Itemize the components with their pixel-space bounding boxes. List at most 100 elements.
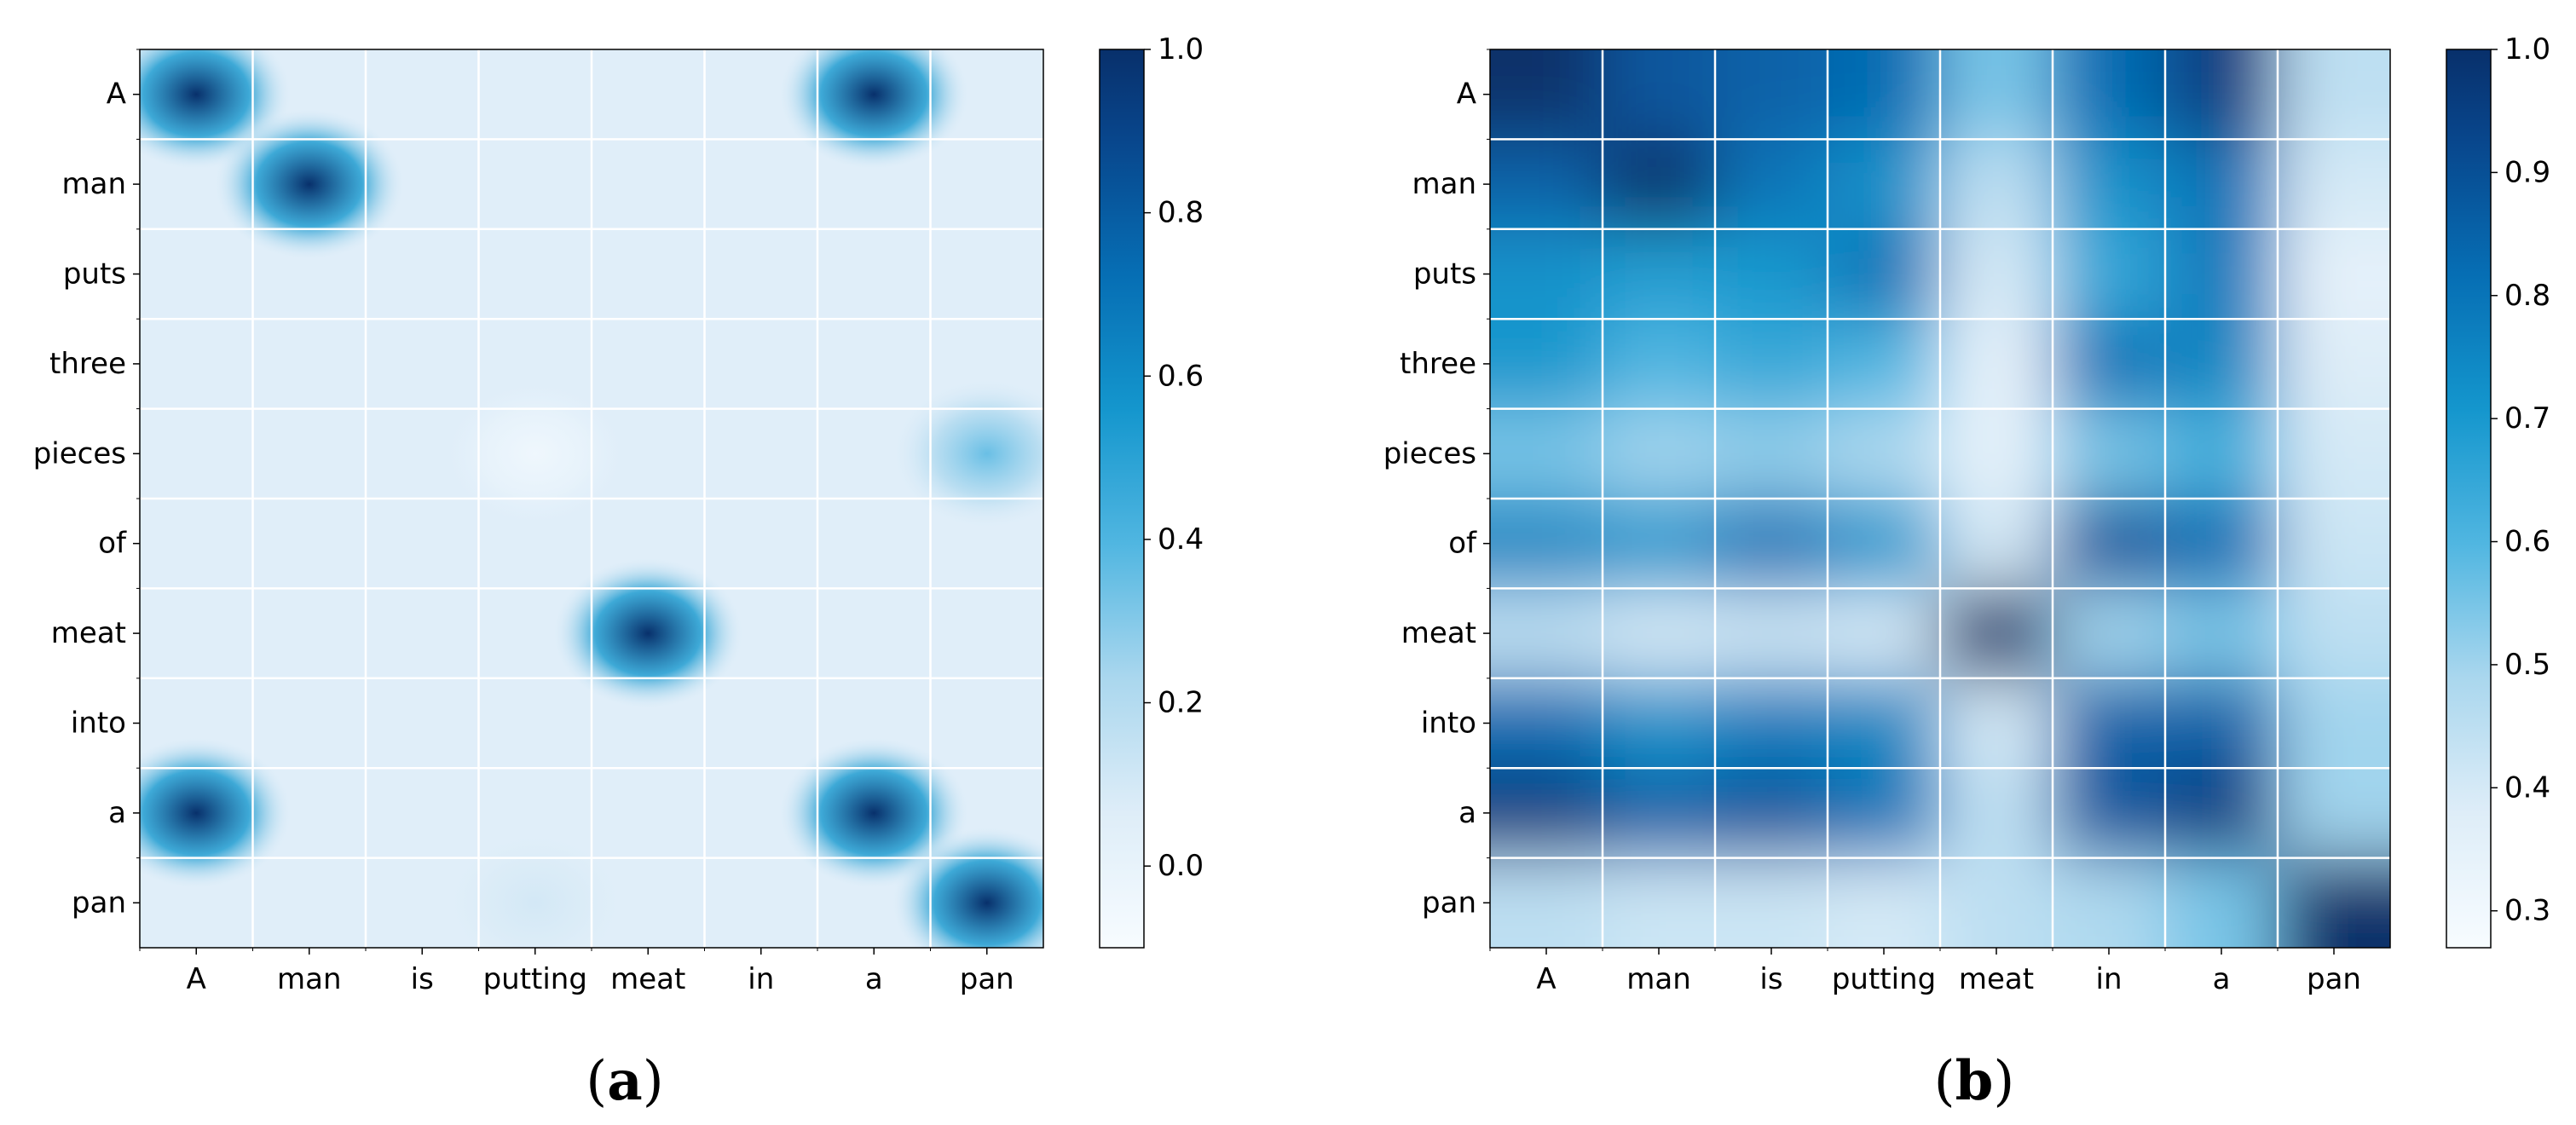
heatmap-cell-pieces-A [1490,408,1603,499]
panel-letter: b [1955,1049,1994,1113]
heatmap-cell-three-man [1603,319,1716,410]
heatmap-cell-into-meat [1940,678,2053,770]
heatmap-cell-meat-putting [1828,588,1941,679]
heatmap-cell-of-pan [2278,499,2390,590]
heatmap-cell-meat-a [2165,588,2279,679]
y-tick-label: A [107,78,126,112]
colorbar-tick-label: 0.7 [2504,401,2550,436]
x-tick-label: in [2096,962,2123,996]
heatmap-cell-man-man [213,107,406,261]
heatmap-cell-A-in [2053,49,2166,141]
y-tick-label: a [108,796,126,830]
x-tick-label: putting [483,962,587,996]
colorbar-tick-label: 1.0 [2504,32,2550,66]
heatmap-cell-meat-pan [2278,588,2390,679]
heatmap-cell-three-is [1715,319,1828,410]
heatmap-edge-pad [2390,948,2504,1038]
x-tick-label: a [865,962,883,996]
heatmap-cell-man-A [1490,139,1603,230]
heatmap-cell-pieces-a [2165,408,2279,499]
colorbar-tick-label: 0.4 [1158,522,1204,557]
heatmap-cell-puts-pan [2278,228,2390,320]
heatmap-cell-a-a [2165,768,2279,859]
x-tick-label: man [277,962,342,996]
x-tick-label: putting [1832,962,1936,996]
heatmap-cell-pan-in [2053,857,2166,948]
heatmap-cell-into-pan [2278,678,2390,770]
colorbar-tick-label: 0.8 [2504,279,2550,313]
x-tick-label: pan [2307,962,2361,996]
heatmap-cell-puts-is [1715,228,1828,320]
heatmap-cell-into-is [1715,678,1828,770]
heatmap-cell-pieces-pan [891,377,1043,530]
x-tick-label: is [1759,962,1782,996]
y-tick-label: puts [1413,257,1476,291]
heatmap-cell-A-a [2165,49,2279,141]
heatmap-cell-of-A [1490,499,1603,590]
y-tick-label: a [1458,796,1476,830]
heatmap-cell-A-pan [2278,49,2390,141]
y-tick-label: into [1421,707,1476,741]
colorbar-tick-label: 1.0 [1158,32,1204,66]
heatmap-cell-meat-meat [552,557,744,710]
heatmap-cell-puts-A [1490,228,1603,320]
heatmap-cell-meat-is [1715,588,1828,679]
heatmap-cell-a-A [140,736,292,890]
heatmap-edge-pad [1490,49,1603,50]
y-tick-label: man [61,167,126,201]
heatmap-cell-pan-meat [1940,857,2053,948]
heatmap-cell-pan-pan [891,826,1043,948]
heatmap-cell-man-man [1603,139,1716,230]
heatmap-cell-three-in [2053,319,2166,410]
heatmap-cell-a-meat [1940,768,2053,859]
heatmap-cell-pieces-is [1715,408,1828,499]
panel-letter: a [607,1049,642,1113]
heatmap-cell-pan-putting [1828,857,1941,948]
heatmap-cell-three-pan [2278,319,2390,410]
heatmap-cell-puts-meat [1940,228,2053,320]
heatmap-cell-of-in [2053,499,2166,590]
y-tick-label: puts [63,257,126,291]
heatmap-cell-pieces-meat [1940,408,2053,499]
x-tick-label: is [411,962,434,996]
colorbar-tick-label: 0.6 [2504,525,2550,559]
heatmap-cell-three-putting [1828,319,1941,410]
heatmap-cell-meat-man [1603,588,1716,679]
heatmap-cell-pieces-pan [2278,408,2390,499]
heatmap-cell-pan-a [2165,857,2279,948]
heatmap-cell-pan-pan [2278,857,2390,948]
heatmap-cell-puts-a [2165,228,2279,320]
heatmap-cell-pan-putting [439,826,632,948]
heatmap-cell-puts-man [1603,228,1716,320]
x-tick-label: a [2213,962,2231,996]
colorbar-tick-label: 0.0 [1158,849,1204,883]
y-tick-label: three [49,347,126,381]
heatmap-cell-pan-A [1490,857,1603,948]
x-tick-label: man [1626,962,1691,996]
heatmap-cell-A-A [1490,49,1603,141]
y-tick-label: of [1448,527,1477,561]
heatmap-cell-into-a [2165,678,2279,770]
heatmap-cell-man-in [2053,139,2166,230]
heatmap-cell-puts-in [2053,228,2166,320]
heatmap-cell-of-is [1715,499,1828,590]
colorbar-gradient [1099,49,1145,949]
heatmap-cell-of-a [2165,499,2279,590]
y-tick-label: pieces [1383,436,1476,470]
heatmap-cell-pieces-man [1603,408,1716,499]
colorbar-b: 1.0 0.9 0.8 0.7 0.6 0.5 0.4 0.3 [2446,32,2550,949]
heatmap-cell-a-A [1490,768,1603,859]
heatmap-cell-puts-putting [1828,228,1941,320]
heatmap-cell-three-meat [1940,319,2053,410]
heatmap-edge-pad [1715,49,1828,50]
heatmap-edge-pad [1940,49,2053,50]
y-tick-label: of [98,527,127,561]
colorbar-tick-label: 0.3 [2504,894,2550,928]
heatmap-cell-into-putting [1828,678,1941,770]
x-tick-label: pan [960,962,1014,996]
